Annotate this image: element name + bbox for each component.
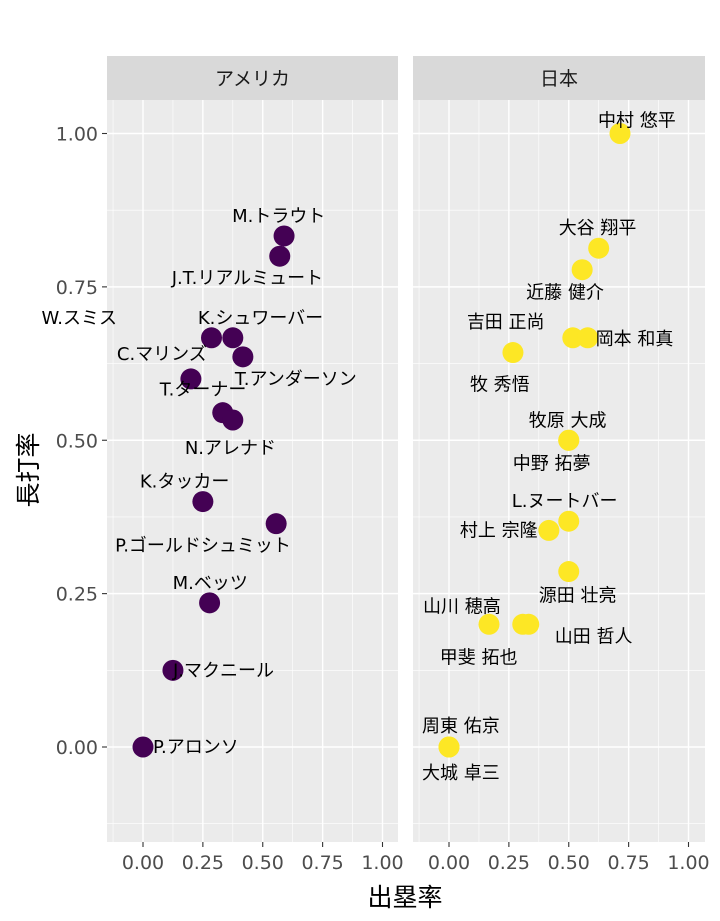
data-point <box>558 510 580 532</box>
x-axis-title: 出塁率 <box>367 883 442 912</box>
x-tick-label: 1.00 <box>667 852 709 874</box>
point-label: 甲斐 拓也 <box>440 647 518 668</box>
y-tick-label: 0.50 <box>56 430 98 452</box>
point-label: 大谷 翔平 <box>559 218 637 239</box>
point-label: C.マリンズ <box>117 344 207 365</box>
x-tick-label: 0.75 <box>301 852 343 874</box>
data-point <box>558 429 580 451</box>
point-label: J.T.リアルミュート <box>171 268 323 289</box>
y-tick-label: 0.75 <box>56 277 98 299</box>
point-label: 村上 宗隆 <box>460 520 538 541</box>
data-point <box>162 659 184 681</box>
data-point <box>269 245 291 267</box>
data-point <box>538 519 560 541</box>
y-tick-label: 1.00 <box>56 124 98 146</box>
strip-label-japan: 日本 <box>540 68 578 90</box>
point-label: K.シュワーバー <box>198 308 323 329</box>
point-label: J.マクニール <box>172 660 274 681</box>
point-label: 牧 秀悟 <box>470 375 530 396</box>
point-label: 周東 佑京 <box>422 716 500 737</box>
data-point <box>132 736 154 758</box>
panel-bg-japan <box>413 100 705 842</box>
point-label: 中村 悠平 <box>598 111 676 132</box>
data-point <box>199 592 221 614</box>
point-label: 牧原 大成 <box>529 410 607 431</box>
point-label: 岡本 和真 <box>596 329 674 350</box>
y-tick-label: 0.25 <box>56 584 98 606</box>
data-point <box>232 346 254 368</box>
facet-usa: アメリカ M.トラウト J.T.リアルミュート W.スミス K.シュワーバー T.アンダー… <box>41 56 398 842</box>
data-point <box>438 736 460 758</box>
data-point <box>609 123 631 144</box>
point-label: M.ベッツ <box>173 573 248 594</box>
facet-panels: アメリカ M.トラウト J.T.リアルミュート W.スミス K.シュワーバー T.アンダー… <box>41 56 705 842</box>
point-label: 吉田 正尚 <box>467 312 545 333</box>
x-tick-label: 0.00 <box>122 852 164 874</box>
point-label: 山川 穂高 <box>423 596 501 617</box>
data-point <box>192 491 214 513</box>
data-point <box>512 613 534 635</box>
data-point <box>265 513 287 535</box>
point-label: 源田 壮亮 <box>539 586 617 607</box>
data-point <box>222 327 244 349</box>
point-label: 山田 哲人 <box>555 626 633 647</box>
data-point <box>200 327 222 349</box>
data-point <box>562 327 584 349</box>
point-label: N.アレナド <box>185 438 276 459</box>
x-tick-label: 0.50 <box>242 852 284 874</box>
data-point <box>222 409 244 431</box>
y-tick-label: 0.00 <box>56 737 98 759</box>
y-axis: 0.00 0.25 0.50 0.75 1.00 <box>56 124 107 759</box>
point-label: 大城 卓三 <box>422 763 500 784</box>
data-point <box>478 613 500 635</box>
strip-usa <box>107 56 398 100</box>
strip-label-usa: アメリカ <box>215 68 290 90</box>
data-point <box>571 259 593 281</box>
x-tick-label: 0.25 <box>488 852 530 874</box>
point-label: T.アンダーソン <box>234 369 357 390</box>
point-label: K.タッカー <box>140 472 230 493</box>
data-point <box>558 561 580 583</box>
point-label: T.ターナー <box>159 380 247 401</box>
point-label: P.アロンソ <box>153 737 239 758</box>
point-label: M.トラウト <box>232 206 325 227</box>
x-axis: 0.00 0.25 0.50 0.75 1.00 0.00 0.25 0.50 0.75 1.00 <box>122 842 710 874</box>
data-point <box>588 237 610 259</box>
point-label: L.ヌートバー <box>512 491 618 512</box>
x-tick-label: 0.50 <box>548 852 590 874</box>
point-label: 中野 拓夢 <box>513 453 591 474</box>
panel-bg-usa <box>107 100 398 842</box>
y-axis-title: 長打率 <box>14 432 43 507</box>
x-tick-label: 0.00 <box>428 852 470 874</box>
data-point <box>502 342 524 364</box>
data-point <box>180 368 202 390</box>
point-label: P.ゴールドシュミット <box>115 536 291 557</box>
strip-japan <box>413 56 705 100</box>
x-tick-label: 1.00 <box>361 852 403 874</box>
point-label: 近藤 健介 <box>526 283 604 304</box>
data-point <box>273 225 295 247</box>
x-tick-label: 0.25 <box>182 852 224 874</box>
point-label: W.スミス <box>41 308 116 329</box>
data-point <box>577 327 599 349</box>
x-tick-label: 0.75 <box>607 852 649 874</box>
